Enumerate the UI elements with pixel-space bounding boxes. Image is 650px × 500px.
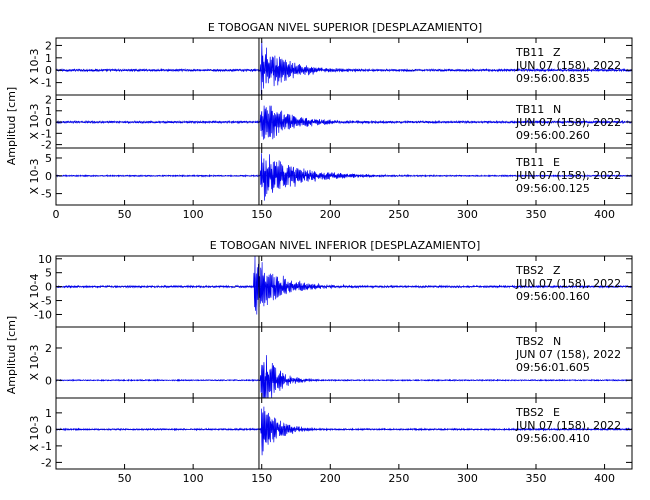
lower-figure: E TOBOGAN NIVEL INFERIOR [DESPLAZAMIENTO… (5, 239, 480, 394)
record-time: 09:56:01.605 (516, 361, 590, 374)
x-tick-label: 50 (118, 472, 132, 485)
x-tick-label: 400 (594, 208, 615, 221)
record-date: JUN 07 (158), 2022 (515, 419, 621, 432)
station-name: TBS2 (515, 335, 544, 348)
y-tick-label: 1 (45, 407, 52, 420)
y-tick-label: -5 (41, 188, 52, 201)
x-tick-label: 300 (457, 208, 478, 221)
component-code: N (553, 335, 561, 348)
y-tick-label: 1 (45, 52, 52, 65)
x-tick-label: 350 (526, 472, 547, 485)
y-tick-label: -1 (41, 77, 52, 90)
x-tick-label: 150 (251, 472, 272, 485)
panel-frame (55, 397, 633, 470)
lower-chart-title: E TOBOGAN NIVEL INFERIOR [DESPLAZAMIENTO… (210, 239, 481, 252)
y-tick-label: 0 (45, 116, 52, 129)
y-tick-label: 0 (45, 170, 52, 183)
station-name: TB11 (515, 103, 544, 116)
station-name: TB11 (515, 46, 544, 59)
y-tick-label: 10 (38, 253, 52, 266)
x-tick-label: 350 (526, 208, 547, 221)
scale-label: X 10-3 (28, 104, 41, 140)
scale-label: X 10-3 (28, 159, 41, 195)
panel-frame (55, 147, 633, 206)
y-tick-label: 0 (45, 64, 52, 77)
waveform-trace (55, 105, 633, 140)
record-date: JUN 07 (158), 2022 (515, 169, 621, 182)
y-tick-label: 2 (45, 39, 52, 52)
x-tick-label: 150 (251, 208, 272, 221)
record-date: JUN 07 (158), 2022 (515, 59, 621, 72)
waveform-trace (55, 153, 633, 201)
scale-label: X 10-3 (28, 416, 41, 452)
component-code: E (553, 406, 560, 419)
y-tick-label: 0 (45, 281, 52, 294)
y-tick-label: -5 (41, 295, 52, 308)
component-code: Z (553, 46, 561, 59)
record-time: 09:56:00.160 (516, 290, 590, 303)
record-date: JUN 07 (158), 2022 (515, 277, 621, 290)
y-tick-label: 0 (45, 423, 52, 436)
y-tick-label: -1 (41, 440, 52, 453)
record-date: JUN 07 (158), 2022 (515, 348, 621, 361)
x-tick-label: 200 (320, 472, 341, 485)
record-date: JUN 07 (158), 2022 (515, 116, 621, 129)
upper-figure: E TOBOGAN NIVEL SUPERIOR [DESPLAZAMIENTO… (5, 21, 633, 485)
x-tick-label: 200 (320, 208, 341, 221)
station-name: TB11 (515, 156, 544, 169)
x-tick-label: 100 (183, 208, 204, 221)
y-tick-label: 0 (45, 374, 52, 387)
lower-amplitude-label: Amplitud [cm] (5, 316, 18, 394)
x-tick-label: 250 (388, 472, 409, 485)
waveform-trace (55, 256, 633, 315)
y-tick-label: -2 (41, 139, 52, 152)
y-tick-label: -2 (41, 456, 52, 469)
component-code: Z (553, 264, 561, 277)
waveform-trace (55, 406, 633, 456)
x-tick-label: 400 (594, 472, 615, 485)
x-tick-label: 0 (53, 208, 60, 221)
y-tick-label: -1 (41, 127, 52, 140)
x-tick-label: 250 (388, 208, 409, 221)
scale-label: X 10-3 (28, 49, 41, 85)
record-time: 09:56:00.835 (516, 72, 590, 85)
y-tick-label: 1 (45, 105, 52, 118)
record-time: 09:56:00.260 (516, 129, 590, 142)
station-name: TBS2 (515, 264, 544, 277)
x-tick-label: 300 (457, 472, 478, 485)
component-code: N (553, 103, 561, 116)
waveform-trace (55, 355, 633, 399)
scale-label: X 10-3 (28, 345, 41, 381)
record-time: 09:56:00.410 (516, 432, 590, 445)
y-tick-label: 2 (45, 342, 52, 355)
scale-label: X 10-4 (28, 274, 41, 310)
x-tick-label: 50 (118, 208, 132, 221)
record-time: 09:56:00.125 (516, 182, 590, 195)
y-tick-label: -10 (34, 308, 52, 321)
y-tick-label: 2 (45, 94, 52, 107)
y-tick-label: 5 (45, 152, 52, 165)
x-tick-label: 100 (183, 472, 204, 485)
waveform-trace (55, 40, 633, 95)
upper-chart-title: E TOBOGAN NIVEL SUPERIOR [DESPLAZAMIENTO… (208, 21, 482, 34)
station-name: TBS2 (515, 406, 544, 419)
component-code: E (553, 156, 560, 169)
upper-amplitude-label: Amplitud [cm] (5, 87, 18, 165)
y-tick-label: 5 (45, 267, 52, 280)
